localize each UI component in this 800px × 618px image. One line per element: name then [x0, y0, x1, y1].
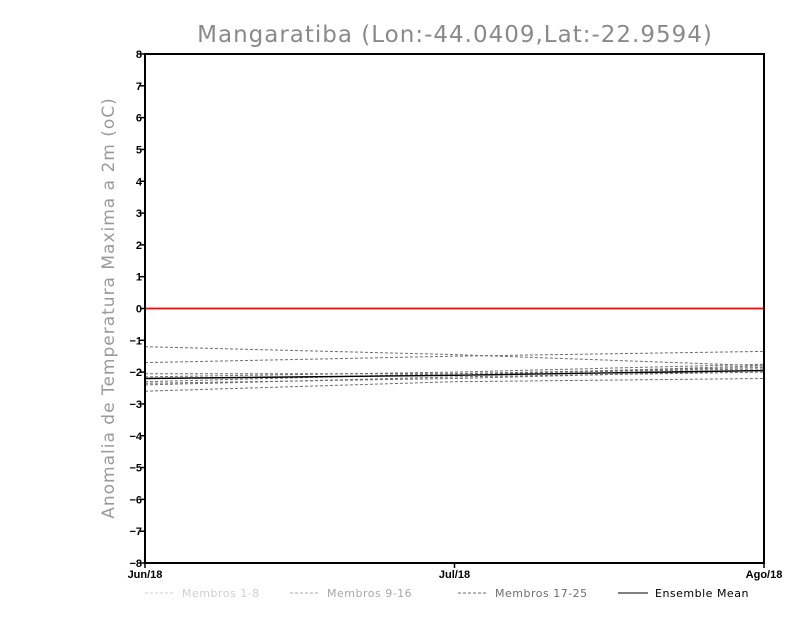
y-tick-label: 1 [136, 272, 142, 284]
member-line [144, 366, 765, 383]
y-tick-label: −1 [129, 335, 142, 347]
member-line [144, 350, 765, 364]
member-line [144, 365, 765, 379]
member-line [145, 368, 765, 375]
chart-title: Mangaratiba (Lon:-44.0409,Lat:-22.9594) [197, 22, 713, 48]
member-line [144, 346, 765, 367]
y-tick-label: −4 [129, 431, 142, 443]
series-layer [144, 346, 765, 392]
legend-label: Membros 17-25 [495, 587, 588, 600]
ensemble-mean-line [144, 369, 765, 380]
y-tick-label: 3 [136, 208, 142, 220]
y-tick-label: −3 [129, 399, 142, 411]
y-tick-label: −7 [129, 526, 142, 538]
y-tick-label: −2 [129, 367, 142, 379]
y-tick-label: 7 [136, 81, 142, 93]
member-line [144, 370, 765, 384]
y-tick-label: 2 [136, 240, 142, 252]
member-line [144, 371, 765, 386]
x-tick-label: Jul/18 [439, 569, 470, 581]
member-line [144, 363, 765, 378]
axis-layer: −8 −7 −6 −5 −4 −3 −2 −1 0 1 2 3 4 5 6 7 8 Jun/18 Jul/18 Ago… [128, 49, 783, 581]
y-tick-label: 8 [136, 49, 142, 61]
legend-label: Ensemble Mean [655, 587, 749, 600]
x-tick-label: Jun/18 [128, 569, 163, 581]
legend-label: Membros 1-8 [182, 587, 260, 600]
y-axis-label: Anomalia de Temperatura Maxima a 2m (oC) [99, 97, 119, 519]
y-tick-label: −5 [129, 463, 142, 475]
y-tick-label: 5 [136, 144, 142, 156]
y-tick-label: 0 [136, 304, 142, 316]
y-tick-label: 4 [136, 176, 143, 188]
member-line [144, 378, 765, 392]
y-tick-label: −6 [129, 494, 142, 506]
y-tick-label: 6 [136, 113, 142, 125]
legend-label: Membros 9-16 [327, 587, 412, 600]
legend: Membros 1-8 Membros 9-16 Membros 17-25 Ense… [145, 587, 749, 600]
x-tick-label: Ago/18 [746, 569, 783, 581]
y-tick-label: −8 [129, 558, 142, 570]
